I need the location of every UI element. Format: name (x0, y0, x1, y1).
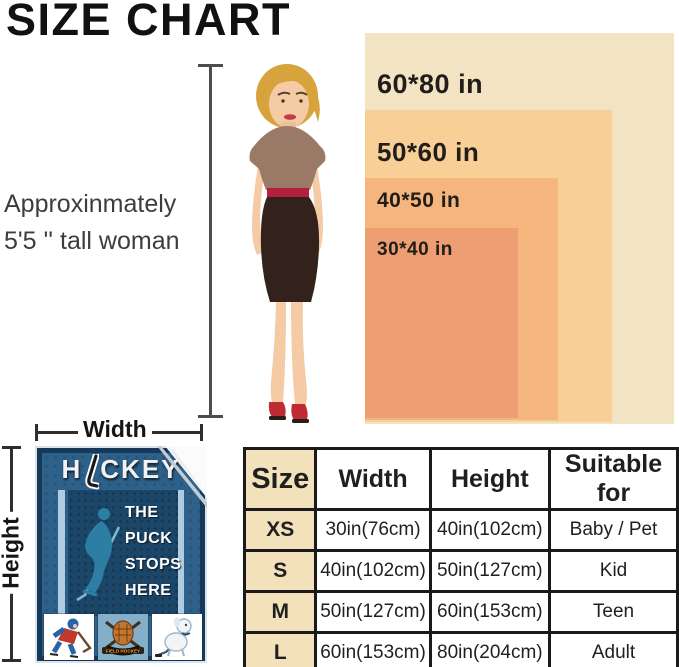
height-measure-label: Height (0, 512, 25, 594)
table-row-s: S 40in(102cm) 50in(127cm) Kid (242, 549, 679, 593)
model-caption: Approxinmately 5'5 '' tall woman (4, 186, 180, 260)
model-caption-line2: 5'5 '' tall woman (4, 227, 180, 255)
cell-xs-suitable: Baby / Pet (548, 508, 679, 552)
cell-xs-size: XS (242, 508, 318, 552)
cell-s-height: 50in(127cm) (428, 549, 552, 593)
person-measure-cap-bottom (198, 415, 223, 418)
cell-l-height: 80in(204cm) (428, 631, 552, 667)
size-table: Size Width Height Suitable for XS 30in(7… (242, 447, 679, 667)
woman-illustration (249, 64, 326, 423)
cell-m-width: 50in(127cm) (314, 590, 432, 634)
height-measure-cap-top (2, 446, 21, 449)
size-box-60x80-label: 60*80 in (377, 69, 484, 99)
cell-m-size: M (242, 590, 318, 634)
cell-l-width: 60in(153cm) (314, 631, 432, 667)
width-measure-tick-left (35, 424, 38, 441)
header-size: Size (242, 447, 318, 511)
folded-corner-icon (157, 446, 207, 508)
size-box-50x60-label: 50*60 in (377, 137, 480, 167)
blanket-slogan: THE PUCK STOPS HERE (125, 500, 181, 604)
header-height: Height (428, 447, 552, 511)
blanket-brand-suffix: CKEY (100, 454, 181, 484)
blanket-center-panel: THE PUCK STOPS HERE (68, 490, 181, 616)
person-measure-cap-top (198, 64, 223, 67)
cell-s-width: 40in(102cm) (314, 549, 432, 593)
cell-l-suitable: Adult (548, 631, 679, 667)
cell-s-size: S (242, 549, 318, 593)
emblem-banner-text: FIELD HOCKEY (106, 649, 140, 654)
table-row-m: M 50in(127cm) 60in(153cm) Teen (242, 590, 679, 634)
size-box-30x40-label: 30*40 in (377, 239, 453, 260)
size-box-30x40: 30*40 in (365, 228, 518, 418)
hockey-stick-icon (85, 454, 100, 490)
slogan-line-4: HERE (125, 582, 172, 599)
size-table-header-row: Size Width Height Suitable for (242, 447, 679, 511)
size-box-40x50-label: 40*50 in (377, 189, 461, 212)
cell-s-suitable: Kid (548, 549, 679, 593)
cell-l-size: L (242, 631, 318, 667)
goalie-emblem-icon: FIELD HOCKEY (102, 620, 144, 656)
page-title: SIZE CHART (6, 0, 291, 45)
cell-xs-width: 30in(76cm) (314, 508, 432, 552)
header-width: Width (314, 447, 432, 511)
clipart-square-dog (152, 614, 202, 660)
table-row-l: L 60in(153cm) 80in(204cm) Adult (242, 631, 679, 667)
table-row-xs: XS 30in(76cm) 40in(102cm) Baby / Pet (242, 508, 679, 552)
cell-xs-height: 40in(102cm) (428, 508, 552, 552)
person-measure-icon (209, 65, 212, 418)
slogan-line-3: STOPS (125, 556, 182, 573)
width-measure-tick-right (200, 424, 203, 441)
width-measure-label: Width (78, 416, 152, 443)
blanket-preview: H CKEY THE PUCK STOPS HERE (35, 446, 207, 663)
cell-m-height: 60in(153cm) (428, 590, 552, 634)
hockey-player-clipart-icon (49, 618, 92, 658)
blanket-brand-prefix: H (61, 454, 83, 484)
blanket-stripe-right (177, 490, 184, 616)
clipart-square-emblem: FIELD HOCKEY (98, 614, 148, 660)
blanket-stripe-left (58, 490, 65, 616)
cell-m-suitable: Teen (548, 590, 679, 634)
model-caption-line1: Approxinmately (4, 190, 177, 218)
header-suitable: Suitable for (548, 447, 679, 511)
hockey-player-silhouette-icon (76, 508, 121, 602)
slogan-line-2: PUCK (125, 530, 173, 547)
blanket-brand: H CKEY (37, 454, 205, 490)
hockey-dog-clipart-icon (155, 617, 192, 657)
clipart-square-player (44, 614, 94, 660)
height-measure-cap-bottom (2, 659, 21, 662)
slogan-line-1: THE (125, 504, 159, 521)
